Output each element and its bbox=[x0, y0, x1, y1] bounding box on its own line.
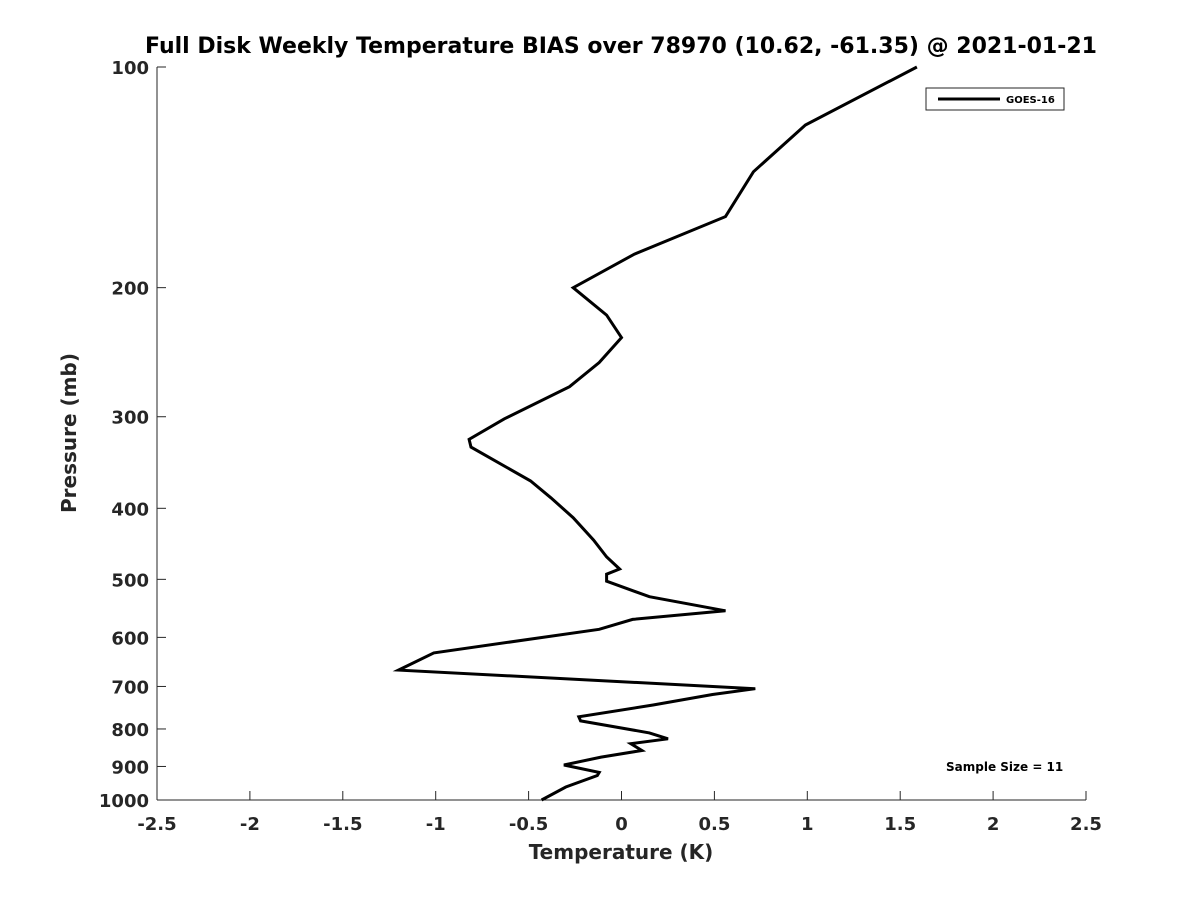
legend-label-goes-16: GOES-16 bbox=[1006, 95, 1055, 106]
y-tick-label: 300 bbox=[111, 408, 149, 429]
x-tick-label: 2.5 bbox=[1070, 814, 1102, 835]
chart-title: Full Disk Weekly Temperature BIAS over 7… bbox=[145, 34, 1097, 59]
x-axis-label: Temperature (K) bbox=[529, 840, 714, 864]
x-tick-label: 1 bbox=[801, 814, 814, 835]
series-line-goes-16 bbox=[392, 65, 918, 802]
y-tick-label: 900 bbox=[111, 757, 149, 778]
y-tick-label: 200 bbox=[111, 279, 149, 300]
x-tick-label: -2.5 bbox=[137, 814, 176, 835]
y-tick-label: 800 bbox=[111, 720, 149, 741]
y-tick-label: 1000 bbox=[99, 791, 149, 812]
y-ticks: 100 200 300 400 500 600 700 800 900 1000 bbox=[99, 58, 166, 812]
y-tick-label: 700 bbox=[111, 677, 149, 698]
y-tick-label: 400 bbox=[111, 499, 149, 520]
x-tick-label: 1.5 bbox=[884, 814, 916, 835]
x-tick-label: -0.5 bbox=[509, 814, 548, 835]
x-tick-label: -1 bbox=[426, 814, 446, 835]
legend: GOES-16 bbox=[925, 87, 1065, 111]
y-tick-label: 100 bbox=[111, 58, 149, 79]
series-group bbox=[392, 65, 918, 802]
sample-size-annotation: Sample Size = 11 bbox=[946, 760, 1063, 774]
x-ticks: -2.5 -2 -1.5 -1 -0.5 0 0.5 1 1.5 2 2.5 bbox=[137, 791, 1102, 835]
x-tick-label: 2 bbox=[987, 814, 1000, 835]
x-tick-label: -1.5 bbox=[323, 814, 362, 835]
x-tick-label: 0 bbox=[615, 814, 628, 835]
x-tick-label: -2 bbox=[240, 814, 260, 835]
y-axis-label: Pressure (mb) bbox=[57, 353, 81, 513]
y-tick-label: 600 bbox=[111, 628, 149, 649]
x-tick-label: 0.5 bbox=[698, 814, 730, 835]
y-tick-label: 500 bbox=[111, 570, 149, 591]
